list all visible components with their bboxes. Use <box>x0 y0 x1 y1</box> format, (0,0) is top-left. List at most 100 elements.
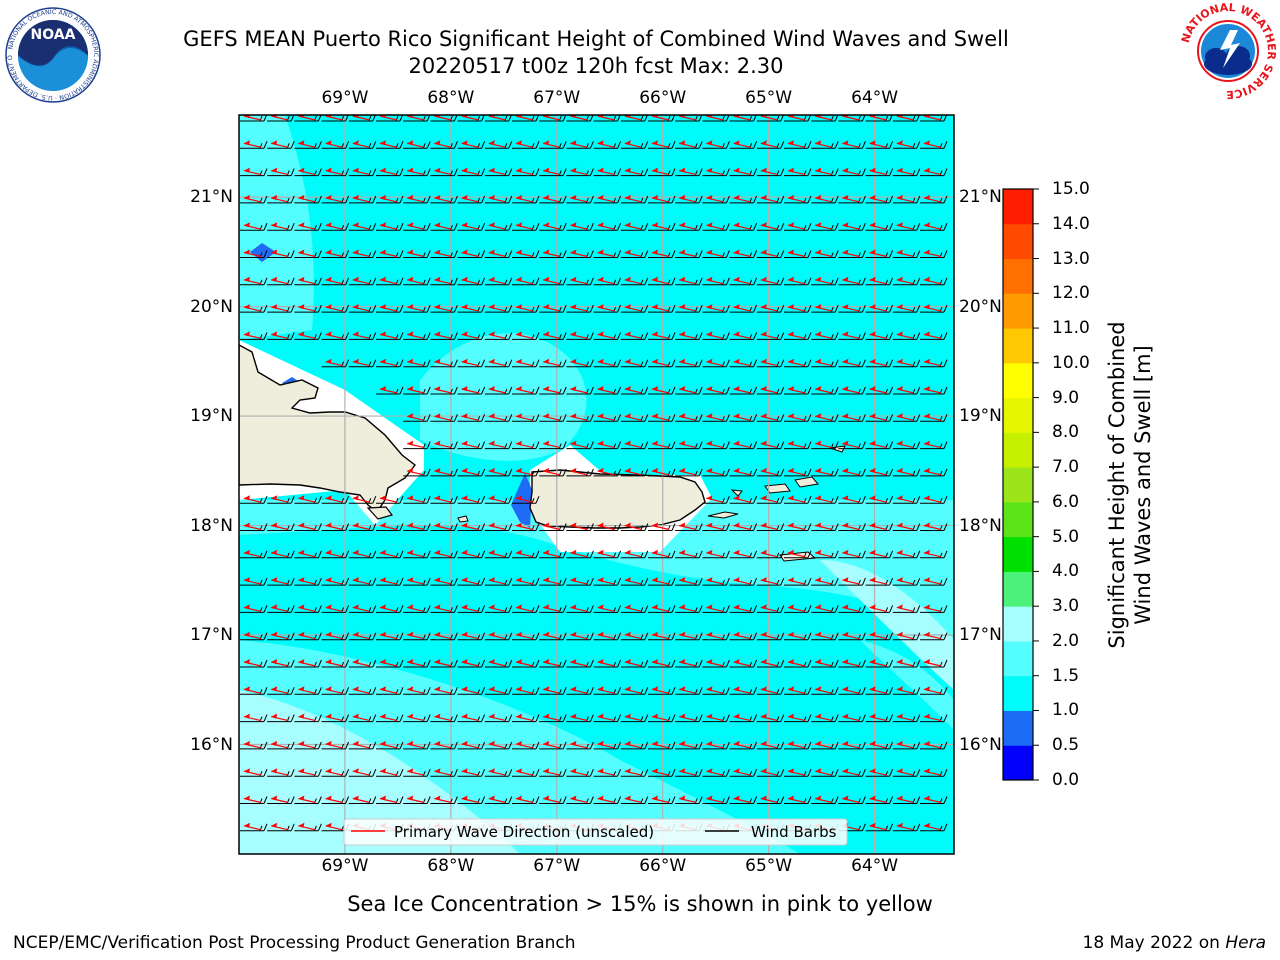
wave-arrow-head <box>488 686 495 692</box>
wave-arrow-head <box>733 386 740 391</box>
svg-text:NOAA: NOAA <box>31 27 76 43</box>
wave-arrow-head <box>407 495 414 501</box>
wave-arrow-head <box>760 413 767 419</box>
wind-barb-flag <box>780 687 785 695</box>
wave-arrow-head <box>924 467 930 473</box>
wind-barb-flag <box>426 796 431 804</box>
wind-barb-flag <box>725 168 730 176</box>
wave-arrow-head <box>298 795 305 801</box>
wave-arrow-head <box>543 577 550 583</box>
wind-barb-flag <box>916 823 921 831</box>
wind-barb-flag <box>916 304 921 313</box>
wind-barb-flag <box>889 141 894 149</box>
wind-barb-flag <box>807 414 812 422</box>
wind-barb-flag <box>426 414 431 422</box>
wave-arrow-head <box>352 140 359 146</box>
wave-arrow-head <box>869 440 876 446</box>
wind-barb-flag <box>834 277 839 285</box>
wind-barb-flag <box>562 769 567 777</box>
wave-arrow-head <box>543 604 550 610</box>
wave-arrow-head <box>652 467 658 473</box>
wave-arrow-head <box>516 604 522 610</box>
wind-barb-flag <box>725 632 730 640</box>
wind-barb-flag <box>807 195 812 204</box>
wave-arrow-head <box>896 467 903 473</box>
wind-barb-flag <box>372 523 377 531</box>
wind-barb-flag <box>562 195 567 204</box>
wave-arrow-head <box>760 713 767 719</box>
wave-arrow-head <box>380 659 386 664</box>
wave-arrow-head <box>679 358 686 364</box>
lat-tick-label-right: 16°N <box>959 734 1002 755</box>
wave-arrow-head <box>325 822 332 828</box>
wind-barb-flag <box>535 277 540 285</box>
wave-arrow-head <box>380 495 386 501</box>
wave-arrow-head <box>815 495 822 501</box>
wind-barb-flag <box>481 632 486 640</box>
wind-barb-flag <box>508 386 513 395</box>
wind-barb-flag <box>834 741 839 750</box>
wind-barb-flag <box>426 741 431 750</box>
wave-arrow-head <box>842 795 849 801</box>
wave-arrow-head <box>652 276 658 282</box>
wave-arrow-head <box>352 768 359 774</box>
colorbar-segment <box>1003 710 1033 746</box>
wave-arrow-head <box>842 222 849 228</box>
wind-barb-flag <box>508 687 513 695</box>
wave-arrow-head <box>624 358 631 364</box>
wave-arrow-head <box>543 249 550 255</box>
wave-arrow-head <box>679 659 686 664</box>
wave-arrow-head <box>733 795 740 801</box>
lon-tick-label-bottom: 66°W <box>639 856 687 876</box>
wave-arrow-head <box>325 495 332 501</box>
wave-arrow-head <box>380 522 386 528</box>
wave-arrow-head <box>679 440 686 446</box>
wind-barb-flag <box>317 195 322 204</box>
wave-arrow-head <box>706 740 713 746</box>
wave-arrow-head <box>488 740 495 746</box>
wind-barb-flag <box>698 714 703 722</box>
wave-arrow-head <box>516 795 522 801</box>
wave-arrow-head <box>624 413 631 419</box>
wind-barb-flag <box>943 195 948 204</box>
wind-barb-flag <box>426 769 431 777</box>
wind-barb-flag <box>753 769 758 777</box>
wave-arrow-head <box>516 331 522 337</box>
wind-barb-flag <box>753 550 758 558</box>
wave-arrow-head <box>488 631 495 637</box>
wave-arrow-head <box>407 358 414 364</box>
puerto-rico-land <box>529 469 706 529</box>
wind-barb-flag <box>698 414 703 422</box>
wind-barb-flag <box>834 605 839 613</box>
wave-arrow-head <box>488 659 495 664</box>
wave-arrow-head <box>706 768 713 774</box>
wave-arrow-head <box>733 194 740 200</box>
wave-arrow-head <box>815 304 822 310</box>
wind-barb-flag <box>535 605 540 613</box>
wind-barb-flag <box>399 659 404 668</box>
wave-arrow-head <box>788 304 794 310</box>
wind-barb-flag <box>753 141 758 149</box>
wave-arrow-head <box>461 331 468 337</box>
wind-barb-flag <box>834 632 839 640</box>
wave-arrow-head <box>271 331 278 337</box>
wave-arrow-head <box>733 249 740 255</box>
wind-barb-flag <box>861 523 866 531</box>
wind-barb-flag <box>535 659 540 668</box>
wind-barb-flag <box>753 496 758 504</box>
wave-arrow-head <box>597 249 604 255</box>
wind-barb-flag <box>481 441 486 449</box>
wind-barb-flag <box>508 195 513 204</box>
wave-arrow-head <box>325 631 332 637</box>
wave-arrow-head <box>543 167 550 173</box>
wave-arrow-head <box>380 713 386 719</box>
wave-arrow-head <box>516 631 522 637</box>
wave-arrow-head <box>652 440 658 446</box>
wave-arrow-head <box>516 358 522 364</box>
wave-arrow-head <box>461 604 468 610</box>
wind-barb-flag <box>943 605 948 613</box>
wind-barb-flag <box>916 223 921 231</box>
wind-barb-flag <box>562 714 567 722</box>
wave-arrow-head <box>679 222 686 228</box>
wind-barb-flag <box>889 304 894 313</box>
